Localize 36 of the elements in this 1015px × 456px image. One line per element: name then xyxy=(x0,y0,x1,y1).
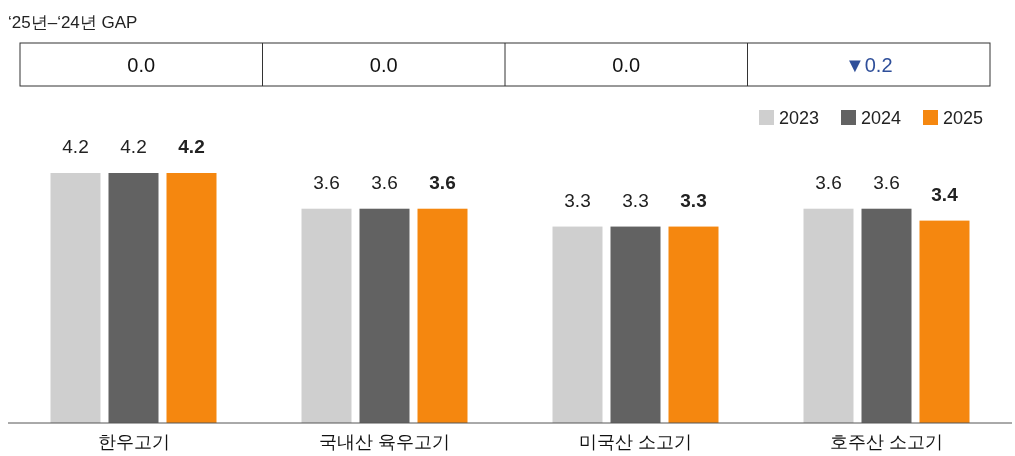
bar xyxy=(359,208,410,423)
x-tick-label: 미국산 소고기 xyxy=(579,432,692,452)
data-label: 3.6 xyxy=(815,171,842,193)
data-label: 4.2 xyxy=(178,136,205,157)
bar xyxy=(301,208,352,423)
bar xyxy=(861,208,912,423)
data-label: 3.3 xyxy=(680,189,707,211)
bar xyxy=(50,173,101,423)
data-label: 3.3 xyxy=(622,189,649,211)
bar xyxy=(668,226,719,423)
legend-label: 2023 xyxy=(779,108,820,128)
annotation: 0.0 xyxy=(127,53,156,76)
data-label: 3.6 xyxy=(873,171,900,193)
bar xyxy=(417,208,468,423)
bar xyxy=(610,226,661,423)
annotation: 0.0 xyxy=(612,53,641,76)
data-label: 3.4 xyxy=(931,183,959,205)
data-label: 3.6 xyxy=(429,171,456,193)
annotation: ‘25년–‘24년 GAP xyxy=(8,13,138,32)
data-label: 3.6 xyxy=(371,171,398,193)
data-label: 3.3 xyxy=(564,189,591,211)
x-tick-label: 국내산 육우고기 xyxy=(319,432,450,452)
x-tick-label: 호주산 소고기 xyxy=(830,432,943,452)
data-label: 3.6 xyxy=(313,171,340,193)
data-label: 4.2 xyxy=(62,136,89,157)
legend-label: 2025 xyxy=(943,108,984,128)
bar xyxy=(108,173,159,423)
annotation: 0.0 xyxy=(369,53,398,76)
x-tick-label: 한우고기 xyxy=(97,432,170,452)
legend-label: 2024 xyxy=(861,108,902,128)
bar xyxy=(803,208,854,423)
bar xyxy=(166,173,217,423)
data-label: 4.2 xyxy=(120,136,147,157)
bar xyxy=(919,220,970,423)
bar xyxy=(552,226,603,423)
annotation: ▼0.2 xyxy=(844,53,893,76)
